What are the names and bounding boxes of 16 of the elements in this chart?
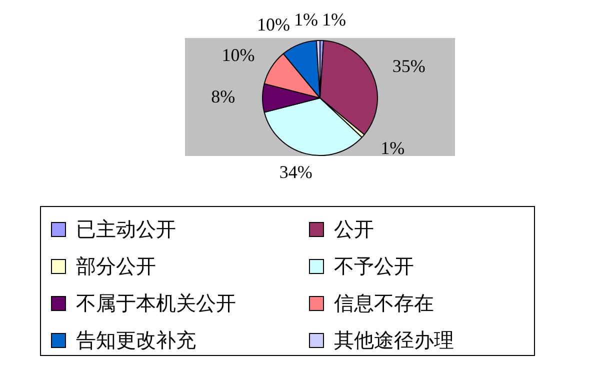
data-label: 35% <box>392 56 426 76</box>
data-label: 10% <box>257 14 290 35</box>
data-label: 34% <box>279 162 312 182</box>
legend-label: 不属于本机关公开 <box>76 290 236 317</box>
data-label: 10% <box>222 45 255 66</box>
legend-label: 告知更改补充 <box>76 327 196 354</box>
legend-label: 信息不存在 <box>334 290 434 317</box>
legend-label: 部分公开 <box>76 253 156 280</box>
data-label: 1% <box>294 9 318 30</box>
legend-label: 其他途径办理 <box>334 327 454 354</box>
legend-label: 不予公开 <box>334 253 414 280</box>
data-label: 8% <box>211 86 236 107</box>
data-label: 1% <box>322 9 346 30</box>
legend-label: 公开 <box>334 216 374 243</box>
data-label: 1% <box>380 138 405 158</box>
legend-label: 已主动公开 <box>76 216 176 243</box>
